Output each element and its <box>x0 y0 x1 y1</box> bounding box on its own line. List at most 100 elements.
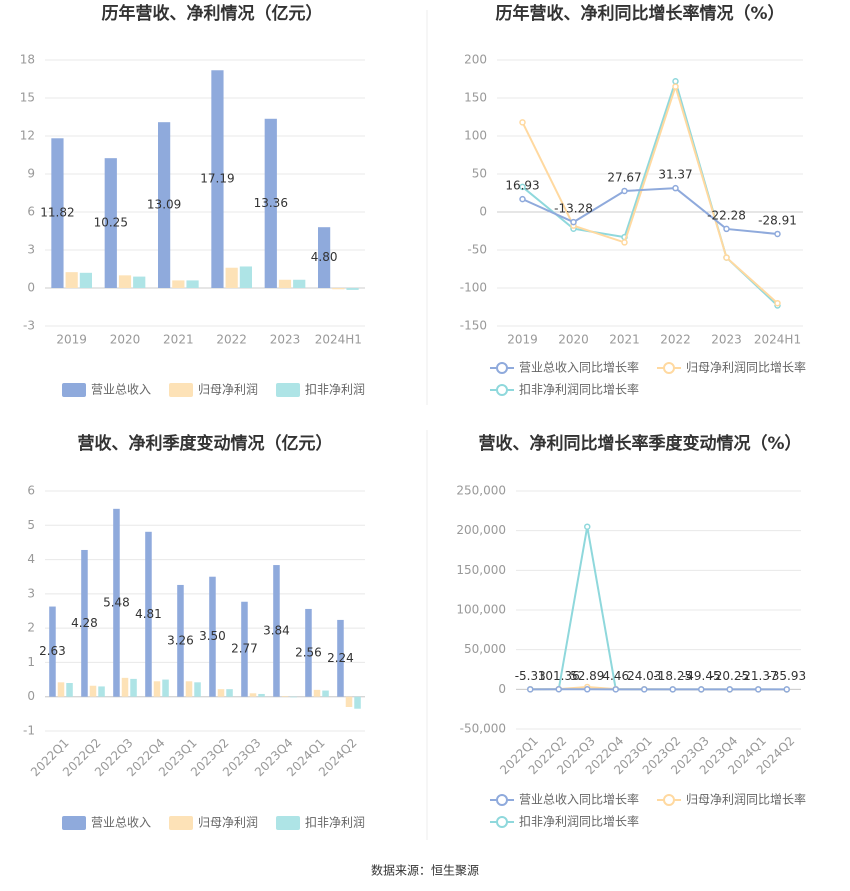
data-label: 16.93 <box>505 179 539 193</box>
y-tick-label: 150,000 <box>456 563 506 577</box>
point <box>726 686 733 693</box>
data-label: -22.28 <box>707 208 746 222</box>
legend-swatch <box>276 816 300 830</box>
legend-label: 扣非净利润 <box>305 383 365 397</box>
bar <box>79 272 92 288</box>
x-tick-label: 2019 <box>56 333 87 347</box>
y-tick-label: 6 <box>27 205 35 219</box>
point <box>672 78 679 85</box>
bar <box>153 681 161 697</box>
bar <box>217 689 225 697</box>
y-tick-label: 0 <box>27 281 35 295</box>
bar <box>98 686 105 697</box>
bar <box>354 696 361 709</box>
point <box>519 195 526 203</box>
y-tick-label: 9 <box>27 167 35 181</box>
point <box>669 686 676 693</box>
point <box>672 184 679 192</box>
bar <box>290 696 297 698</box>
legend-swatch <box>663 794 675 806</box>
y-tick-label: 5 <box>27 518 35 532</box>
line <box>521 77 779 307</box>
chart-title: 营收、净利季度变动情况（亿元） <box>78 433 333 454</box>
bar <box>239 266 252 288</box>
bar <box>65 272 78 288</box>
legend-swatch <box>496 362 508 374</box>
bar <box>113 508 120 697</box>
chart-title: 历年营收、净利情况（亿元） <box>102 3 323 24</box>
bar <box>264 118 277 288</box>
legend-label: 归母净利润 <box>198 383 258 397</box>
bar <box>145 531 152 697</box>
x-tick-label: 2024H1 <box>754 333 801 347</box>
data-label: -18.25 <box>653 669 692 683</box>
y-tick-label: 250,000 <box>456 484 506 498</box>
legend-swatch <box>496 794 508 806</box>
point <box>641 686 648 693</box>
point <box>612 686 619 693</box>
bar <box>133 276 146 288</box>
legend-swatch <box>496 816 508 828</box>
bar <box>66 683 73 697</box>
data-label: 10.25 <box>94 216 128 230</box>
line <box>522 187 778 235</box>
point <box>555 686 562 693</box>
point <box>783 686 790 693</box>
point <box>755 686 762 693</box>
chart-title: 营收、净利同比增长率季度变动情况（%） <box>478 433 801 454</box>
bar <box>81 549 88 697</box>
bar <box>51 138 64 288</box>
point <box>584 523 591 530</box>
bar <box>318 227 331 288</box>
point <box>621 187 628 195</box>
point <box>570 218 577 226</box>
y-tick-label: 2 <box>27 621 35 635</box>
x-tick-label: 2021 <box>163 333 194 347</box>
legend-swatch <box>496 384 508 396</box>
bar <box>346 288 359 290</box>
y-tick-label: -150 <box>460 319 487 333</box>
data-label: 4.80 <box>311 250 338 264</box>
bar <box>273 565 280 697</box>
data-label: 3.84 <box>263 623 290 637</box>
data-label: 4.81 <box>135 607 162 621</box>
bar <box>104 158 117 288</box>
point <box>774 299 781 307</box>
y-tick-label: -100 <box>460 281 487 295</box>
y-tick-label: 200 <box>464 53 487 67</box>
bar <box>211 70 224 288</box>
bar <box>281 696 289 697</box>
bar <box>337 619 344 697</box>
line <box>530 526 787 691</box>
data-label: -20.25 <box>710 669 749 683</box>
bar <box>305 608 312 697</box>
x-tick-label: 2024H1 <box>315 333 362 347</box>
y-tick-label: 6 <box>27 484 35 498</box>
bar <box>278 279 292 288</box>
legend-swatch <box>62 816 86 830</box>
data-label: 11.82 <box>40 206 74 220</box>
data-label: 31.37 <box>658 168 692 182</box>
point <box>723 225 730 233</box>
point <box>621 239 628 246</box>
bar <box>293 279 306 288</box>
data-label: 5.48 <box>103 595 130 609</box>
bar <box>209 576 216 697</box>
y-tick-label: 3 <box>27 243 35 257</box>
data-label: 52.89 <box>570 669 604 683</box>
data-label: 2.24 <box>327 651 354 665</box>
point <box>723 254 730 261</box>
bar <box>225 267 238 288</box>
y-tick-label: 4 <box>27 552 35 566</box>
y-tick-label: 0 <box>479 205 487 219</box>
y-tick-label: -3 <box>23 319 35 333</box>
y-tick-label: 50,000 <box>464 642 506 656</box>
y-tick-label: -50 <box>467 243 487 257</box>
chart-title: 历年营收、净利同比增长率情况（%） <box>495 3 784 24</box>
bar <box>89 685 97 697</box>
y-tick-label: -50,000 <box>460 722 506 736</box>
data-label: -13.28 <box>554 202 593 216</box>
legend-label: 营业总收入同比增长率 <box>519 360 639 375</box>
y-tick-label: 18 <box>20 53 35 67</box>
x-tick-label: 2020 <box>558 333 589 347</box>
